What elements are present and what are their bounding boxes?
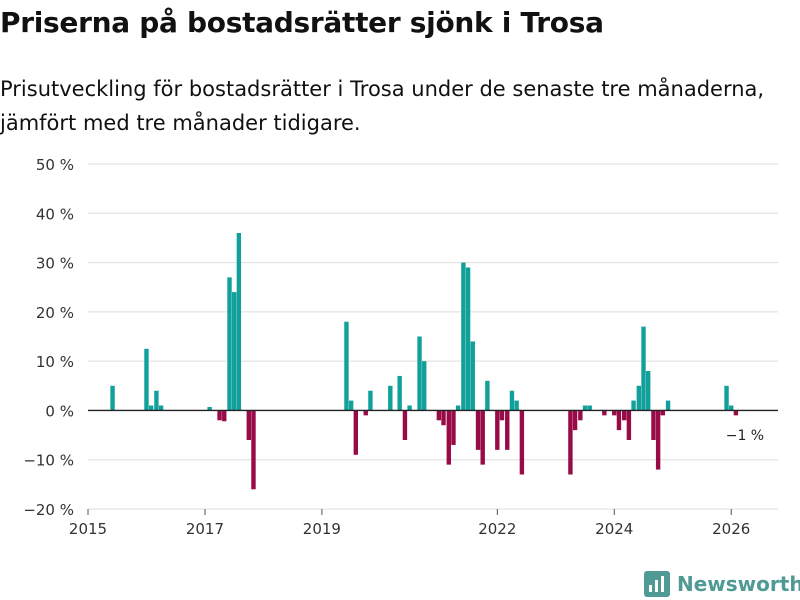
bar [514,400,519,411]
bar [729,405,734,411]
bar [455,405,461,411]
y-tick-label: 20 % [36,304,74,322]
bar [441,410,446,426]
bar [154,390,159,411]
bar [733,410,739,416]
bar [645,371,651,411]
bar [724,385,729,411]
x-tick-label: 2022 [478,520,516,538]
bar [509,390,515,411]
latest-value-annotation: −1 % [726,428,764,444]
bar [480,410,485,465]
bar [626,410,632,440]
bar [461,262,466,411]
bar [665,400,671,411]
bar [631,400,636,411]
bar [651,410,656,440]
bar [641,326,646,411]
bar [407,405,412,411]
bar [485,380,490,411]
bar [363,410,368,416]
brand-logo: Newsworthy [644,568,800,600]
chart-title: Priserna på bostadsrätter sjönk i Trosa [0,6,604,39]
bar [217,410,222,421]
x-tick-label: 2026 [712,520,750,538]
bar [246,410,252,440]
bar-chart-icon [644,571,670,597]
x-tick-label: 2015 [69,520,107,538]
bar [353,410,359,455]
bar [505,410,510,450]
bar [622,410,627,421]
bar [422,361,427,411]
bar [572,410,578,431]
bar [397,375,402,411]
bar [388,385,393,411]
bar-chart: −20 % −10 % 0 % 10 % 20 % 30 % 40 % 50 % 2015 201… [23,156,778,538]
bar [144,348,149,411]
y-tick-label: −20 % [23,501,74,519]
bar [344,321,349,411]
x-tick-label: 2017 [186,520,224,538]
bar [470,341,475,411]
x-tick-label: 2024 [595,520,633,538]
bar [231,292,237,411]
y-tick-label: −10 % [23,452,74,470]
bar [227,277,232,411]
bar [348,400,354,411]
bar [568,410,573,475]
bar [495,410,500,450]
bar [207,406,212,411]
x-tick-label: 2019 [303,520,341,538]
bar [519,410,525,475]
bar [368,390,373,411]
y-tick-label: 30 % [36,255,74,273]
bar [602,410,607,416]
bar [148,405,154,411]
bar [446,410,451,465]
bar [236,233,242,411]
chart-subtitle: Prisutveckling för bostadsrätter i Trosa… [0,77,765,135]
y-tick-label: 40 % [36,205,74,223]
bar [578,410,583,421]
bar [499,410,505,421]
bar [402,410,408,440]
bar [110,385,115,411]
bar [451,410,456,445]
bar [436,410,442,421]
y-tick-label: 10 % [36,353,74,371]
bar [636,385,642,411]
y-tick-label: 50 % [36,156,74,174]
bar [612,410,617,416]
bar [465,267,471,411]
bar [158,405,164,411]
bar [251,410,256,490]
bar [475,410,481,450]
bar [616,410,622,431]
bar [587,405,592,411]
bar [582,405,588,411]
bar [660,410,666,416]
bar [655,410,661,470]
bar [417,336,422,411]
y-tick-label: 0 % [45,402,74,420]
bar [222,410,227,422]
brand-name: Newsworthy [677,572,800,596]
